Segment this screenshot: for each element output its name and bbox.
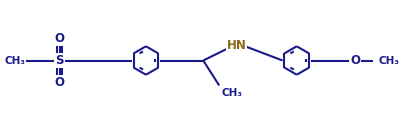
Text: O: O	[350, 54, 360, 67]
Text: HN: HN	[226, 39, 246, 52]
Text: CH₃: CH₃	[4, 56, 25, 65]
Text: CH₃: CH₃	[379, 56, 400, 65]
Text: CH₃: CH₃	[222, 88, 242, 98]
Text: O: O	[55, 76, 65, 89]
Text: S: S	[55, 54, 64, 67]
Text: O: O	[55, 32, 65, 45]
